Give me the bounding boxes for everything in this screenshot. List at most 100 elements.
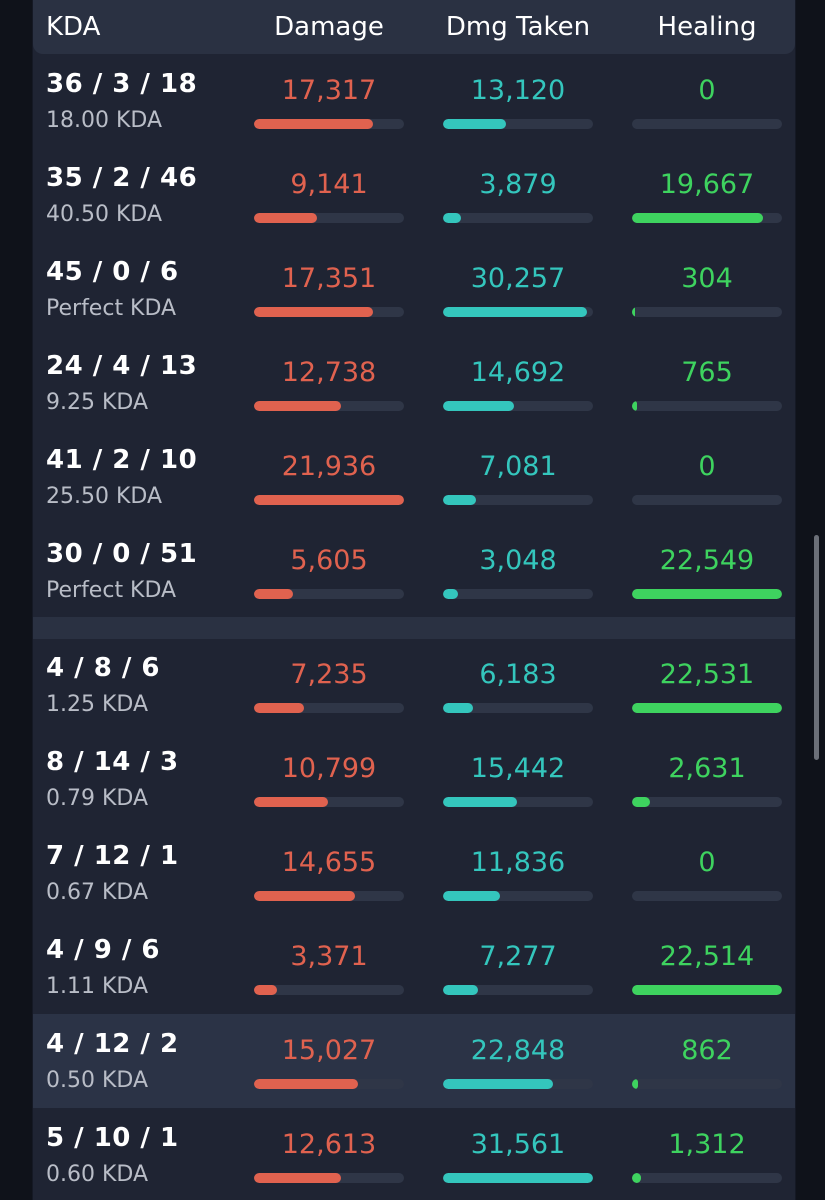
kda-score: 36 / 3 / 18 [46, 69, 198, 99]
kda-score: 5 / 10 / 1 [46, 1123, 179, 1153]
damage-value: 17,351 [281, 263, 377, 294]
player-row[interactable]: 45 / 0 / 6 Perfect KDA 17,351 30,257 304 [33, 242, 795, 336]
kda-score: 4 / 12 / 2 [46, 1029, 179, 1059]
scoreboard-panel: KDA Damage Dmg Taken Healing 36 / 3 / 18… [32, 0, 796, 1200]
healing-bar-fill [632, 985, 782, 995]
kda-ratio: 25.50 KDA [46, 484, 163, 509]
dmg-taken-bar-fill [443, 495, 476, 505]
dmg-taken-bar [443, 401, 593, 411]
dmg-taken-bar [443, 703, 593, 713]
damage-value: 14,655 [281, 847, 377, 878]
dmg-taken-value: 31,561 [470, 1129, 566, 1160]
kda-score: 41 / 2 / 10 [46, 445, 198, 475]
damage-value: 3,371 [290, 941, 368, 972]
player-row[interactable]: 36 / 3 / 18 18.00 KDA 17,317 13,120 0 [33, 54, 795, 148]
dmg-taken-bar-fill [443, 703, 473, 713]
damage-value: 15,027 [281, 1035, 377, 1066]
kda-ratio: 1.25 KDA [46, 692, 149, 717]
damage-value: 12,613 [281, 1129, 377, 1160]
healing-bar [632, 1173, 782, 1183]
dmg-taken-bar [443, 985, 593, 995]
kda-score: 24 / 4 / 13 [46, 351, 198, 381]
healing-bar [632, 213, 782, 223]
dmg-taken-value: 7,277 [479, 941, 557, 972]
healing-bar-fill [632, 797, 650, 807]
player-row[interactable]: 8 / 14 / 3 0.79 KDA 10,799 15,442 2,631 [33, 732, 795, 826]
dmg-taken-bar [443, 213, 593, 223]
damage-bar [254, 307, 404, 317]
player-row[interactable]: 24 / 4 / 13 9.25 KDA 12,738 14,692 765 [33, 336, 795, 430]
player-row[interactable]: 4 / 12 / 2 0.50 KDA 15,027 22,848 862 [33, 1014, 795, 1108]
player-row[interactable]: 4 / 8 / 6 1.25 KDA 7,235 6,183 22,531 [33, 638, 795, 732]
healing-bar-fill [632, 1079, 638, 1089]
healing-value: 22,531 [659, 659, 755, 690]
header-kda[interactable]: KDA [46, 12, 101, 42]
damage-bar-fill [254, 307, 373, 317]
kda-ratio: 9.25 KDA [46, 390, 149, 415]
player-row[interactable]: 35 / 2 / 46 40.50 KDA 9,141 3,879 19,667 [33, 148, 795, 242]
dmg-taken-bar [443, 119, 593, 129]
damage-bar-fill [254, 1079, 358, 1089]
damage-value: 21,936 [281, 451, 377, 482]
damage-bar [254, 1173, 404, 1183]
dmg-taken-bar-fill [443, 985, 478, 995]
damage-bar [254, 797, 404, 807]
player-row[interactable]: 5 / 10 / 1 0.60 KDA 12,613 31,561 1,312 [33, 1108, 795, 1200]
damage-bar-fill [254, 589, 293, 599]
healing-value: 0 [698, 75, 716, 106]
dmg-taken-bar-fill [443, 1173, 593, 1183]
damage-bar [254, 213, 404, 223]
dmg-taken-value: 15,442 [470, 753, 566, 784]
kda-ratio: 18.00 KDA [46, 108, 163, 133]
dmg-taken-bar-fill [443, 797, 517, 807]
dmg-taken-value: 3,048 [479, 545, 557, 576]
kda-ratio: Perfect KDA [46, 296, 177, 321]
header-dmg-taken[interactable]: Dmg Taken [445, 12, 591, 42]
healing-value: 19,667 [659, 169, 755, 200]
dmg-taken-value: 22,848 [470, 1035, 566, 1066]
dmg-taken-value: 6,183 [479, 659, 557, 690]
player-row[interactable]: 4 / 9 / 6 1.11 KDA 3,371 7,277 22,514 [33, 920, 795, 1014]
damage-value: 10,799 [281, 753, 377, 784]
player-row[interactable]: 30 / 0 / 51 Perfect KDA 5,605 3,048 22,549 [33, 524, 795, 618]
scrollbar[interactable] [814, 535, 819, 760]
dmg-taken-bar-fill [443, 119, 506, 129]
damage-bar [254, 119, 404, 129]
damage-bar [254, 401, 404, 411]
kda-score: 7 / 12 / 1 [46, 841, 179, 871]
damage-value: 7,235 [290, 659, 368, 690]
dmg-taken-value: 11,836 [470, 847, 566, 878]
healing-value: 0 [698, 847, 716, 878]
damage-bar-fill [254, 891, 355, 901]
healing-bar [632, 985, 782, 995]
damage-bar-fill [254, 495, 404, 505]
dmg-taken-value: 30,257 [470, 263, 566, 294]
healing-bar [632, 401, 782, 411]
dmg-taken-value: 13,120 [470, 75, 566, 106]
dmg-taken-bar-fill [443, 401, 514, 411]
kda-score: 4 / 8 / 6 [46, 653, 160, 683]
header-healing[interactable]: Healing [657, 12, 757, 42]
healing-bar-fill [632, 213, 763, 223]
damage-bar-fill [254, 119, 373, 129]
damage-bar-fill [254, 703, 304, 713]
healing-bar-fill [632, 401, 638, 411]
dmg-taken-bar-fill [443, 213, 461, 223]
damage-bar [254, 1079, 404, 1089]
dmg-taken-bar [443, 1173, 593, 1183]
damage-bar-fill [254, 401, 341, 411]
damage-bar [254, 589, 404, 599]
healing-bar [632, 703, 782, 713]
kda-ratio: 0.67 KDA [46, 880, 149, 905]
damage-value: 5,605 [290, 545, 368, 576]
healing-bar [632, 307, 782, 317]
kda-ratio: 1.11 KDA [46, 974, 149, 999]
header-damage[interactable]: Damage [274, 12, 384, 42]
player-row[interactable]: 7 / 12 / 1 0.67 KDA 14,655 11,836 0 [33, 826, 795, 920]
damage-bar-fill [254, 1173, 341, 1183]
healing-bar [632, 589, 782, 599]
dmg-taken-bar [443, 495, 593, 505]
dmg-taken-bar-fill [443, 589, 458, 599]
player-row[interactable]: 41 / 2 / 10 25.50 KDA 21,936 7,081 0 [33, 430, 795, 524]
damage-bar [254, 891, 404, 901]
